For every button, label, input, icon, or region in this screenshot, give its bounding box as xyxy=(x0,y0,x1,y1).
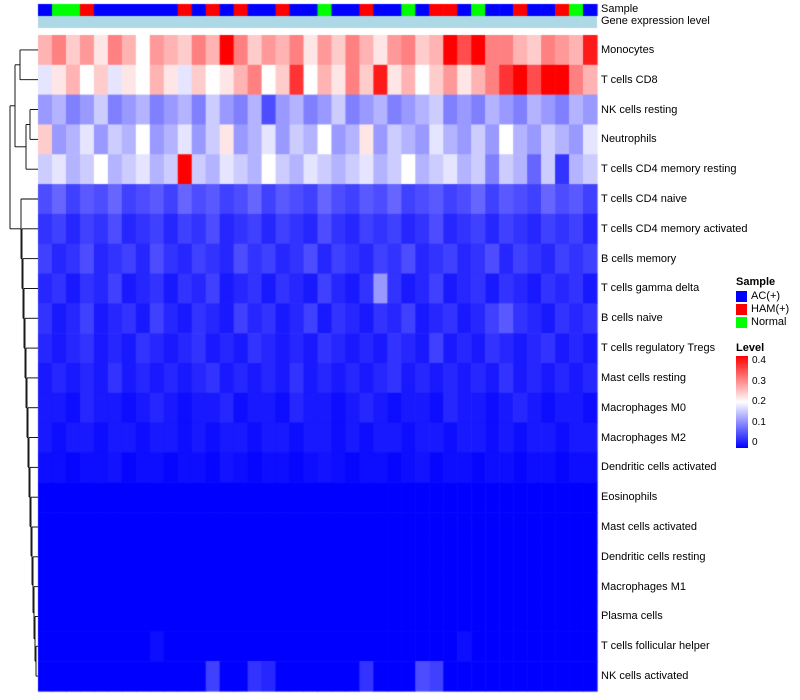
level-gradient-bar xyxy=(736,356,748,448)
legend-swatch xyxy=(736,316,747,328)
level-tick-labels: 0.4 0.3 0.2 0.1 0 xyxy=(752,356,766,448)
row-label: T cells CD4 naive xyxy=(601,193,687,205)
row-label: B cells naive xyxy=(601,312,663,325)
row-label: T cells gamma delta xyxy=(601,282,700,295)
row-label: T cells CD8 xyxy=(601,73,658,86)
row-label: Eosinophils xyxy=(601,491,658,504)
row-label: NK cells resting xyxy=(601,103,678,116)
level-tick: 0.1 xyxy=(752,416,766,428)
legend-sample-items: AC(+) HAM(+) Normal xyxy=(736,290,798,328)
row-label: NK cells activated xyxy=(601,670,689,683)
legend-item-label: Normal xyxy=(751,316,787,328)
legend-item-label: HAM(+) xyxy=(751,303,790,315)
row-label: Macrophages M1 xyxy=(601,580,686,593)
row-label: T cells regulatory Tregs xyxy=(601,342,716,355)
row-label: Dendritic cells activated xyxy=(601,461,717,474)
level-tick: 0.4 xyxy=(752,355,766,366)
row-label: T cells follicular helper xyxy=(601,640,710,653)
row-label: T cells CD4 memory resting xyxy=(601,163,737,176)
row-dendrogram xyxy=(9,49,38,677)
legend-sample-item: HAM(+) xyxy=(736,303,798,315)
row-label: Mast cells resting xyxy=(601,371,686,384)
row-label: B cells memory xyxy=(601,252,677,265)
row-label: Neutrophils xyxy=(601,133,657,146)
level-tick: 0.2 xyxy=(752,396,766,407)
level-tick: 0.3 xyxy=(752,375,766,387)
row-label: Monocytes xyxy=(601,43,655,56)
legend-swatch xyxy=(736,290,747,302)
legend-sample-item: Normal xyxy=(736,316,798,328)
row-label: Macrophages M2 xyxy=(601,431,686,444)
row-label: Dendritic cells resting xyxy=(601,550,706,563)
annotation-label-gene: Gene expression level xyxy=(601,15,710,27)
legend: Sample AC(+) HAM(+) Normal Level 0.4 0.3 0.2… xyxy=(736,276,798,448)
row-label: Macrophages M0 xyxy=(601,401,686,414)
legend-sample-item: AC(+) xyxy=(736,290,798,302)
legend-swatch xyxy=(736,303,747,315)
level-tick: 0 xyxy=(752,437,758,448)
row-label: T cells CD4 memory activated xyxy=(601,222,748,235)
legend-level-scale: 0.4 0.3 0.2 0.1 0 xyxy=(736,356,798,448)
legend-sample-title: Sample xyxy=(736,276,776,288)
row-label: Mast cells activated xyxy=(601,521,697,533)
annotation-label-sample: Sample xyxy=(601,3,639,15)
legend-item-label: AC(+) xyxy=(751,290,781,302)
legend-level-title: Level xyxy=(736,342,765,354)
row-label: Plasma cells xyxy=(601,610,663,623)
